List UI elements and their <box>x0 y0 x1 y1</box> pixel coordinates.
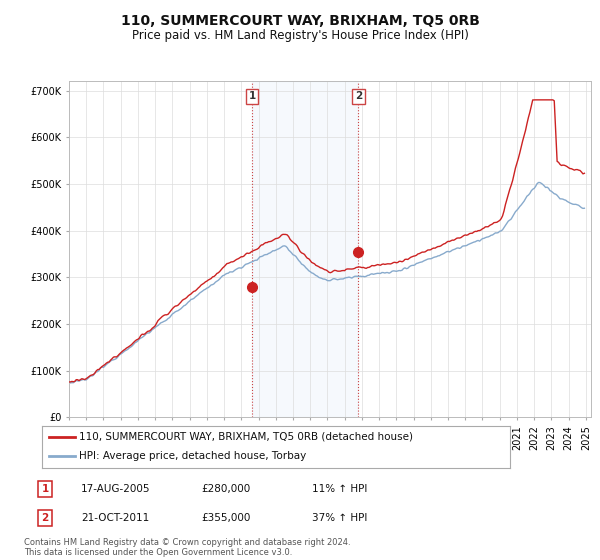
Text: 17-AUG-2005: 17-AUG-2005 <box>81 484 151 494</box>
Text: 37% ↑ HPI: 37% ↑ HPI <box>312 513 367 523</box>
Text: 21-OCT-2011: 21-OCT-2011 <box>81 513 149 523</box>
Text: 1: 1 <box>248 91 256 101</box>
Bar <box>252 81 358 417</box>
Text: £355,000: £355,000 <box>201 513 250 523</box>
Text: HPI: Average price, detached house, Torbay: HPI: Average price, detached house, Torb… <box>79 451 307 461</box>
Text: Price paid vs. HM Land Registry's House Price Index (HPI): Price paid vs. HM Land Registry's House … <box>131 29 469 42</box>
Text: 11% ↑ HPI: 11% ↑ HPI <box>312 484 367 494</box>
Text: 1: 1 <box>41 484 49 494</box>
Text: Contains HM Land Registry data © Crown copyright and database right 2024.
This d: Contains HM Land Registry data © Crown c… <box>24 538 350 557</box>
Text: 2: 2 <box>355 91 362 101</box>
Text: 2: 2 <box>41 513 49 523</box>
Text: 110, SUMMERCOURT WAY, BRIXHAM, TQ5 0RB: 110, SUMMERCOURT WAY, BRIXHAM, TQ5 0RB <box>121 14 479 28</box>
Text: £280,000: £280,000 <box>201 484 250 494</box>
Text: 110, SUMMERCOURT WAY, BRIXHAM, TQ5 0RB (detached house): 110, SUMMERCOURT WAY, BRIXHAM, TQ5 0RB (… <box>79 432 413 442</box>
